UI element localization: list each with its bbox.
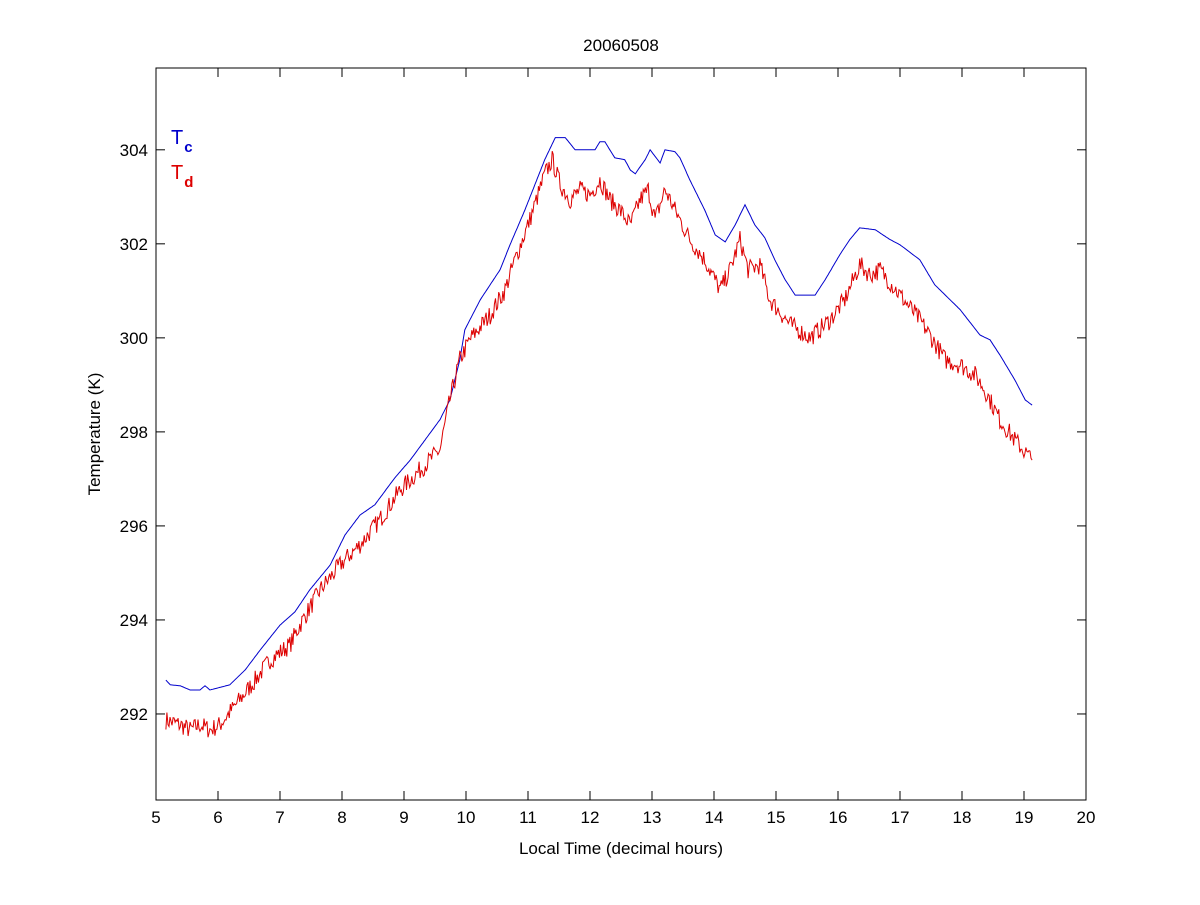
x-tick-label: 14 — [705, 808, 724, 827]
series-line-td — [165, 151, 1033, 738]
x-tick-label: 5 — [151, 808, 160, 827]
series-lines — [165, 137, 1033, 738]
y-tick-label: 298 — [120, 423, 148, 442]
legend: Tc Td — [171, 127, 193, 191]
y-tick-label: 296 — [120, 517, 148, 536]
y-tick-label: 304 — [120, 141, 148, 160]
x-tick-label: 12 — [581, 808, 600, 827]
y-tick-label: 302 — [120, 235, 148, 254]
x-tick-label: 8 — [337, 808, 346, 827]
plot-area — [155, 67, 1087, 801]
x-tick-label: 19 — [1015, 808, 1034, 827]
ticks: 5 6 7 8 9 10 11 12 13 14 15 16 17 18 19 20 292 294 296 298 3… — [120, 68, 1096, 827]
x-tick-label: 7 — [275, 808, 284, 827]
x-tick-label: 13 — [643, 808, 662, 827]
y-axis-label: Temperature (K) — [85, 373, 104, 496]
x-tick-label: 17 — [891, 808, 910, 827]
x-axis-label: Local Time (decimal hours) — [519, 839, 723, 858]
x-tick-label: 15 — [767, 808, 786, 827]
x-tick-label: 6 — [213, 808, 222, 827]
x-tick-label: 16 — [829, 808, 848, 827]
y-tick-label: 292 — [120, 705, 148, 724]
x-tick-label: 20 — [1077, 808, 1096, 827]
series-line-tc — [165, 137, 1033, 691]
x-tick-label: 18 — [953, 808, 972, 827]
chart-title: 20060508 — [583, 36, 659, 55]
y-tick-label: 294 — [120, 611, 148, 630]
x-tick-label: 11 — [519, 808, 537, 827]
y-tick-label: 300 — [120, 329, 148, 348]
x-tick-label: 9 — [399, 808, 408, 827]
legend-td: Td — [171, 162, 193, 191]
x-tick-label: 10 — [457, 808, 476, 827]
legend-tc: Tc — [171, 127, 193, 156]
